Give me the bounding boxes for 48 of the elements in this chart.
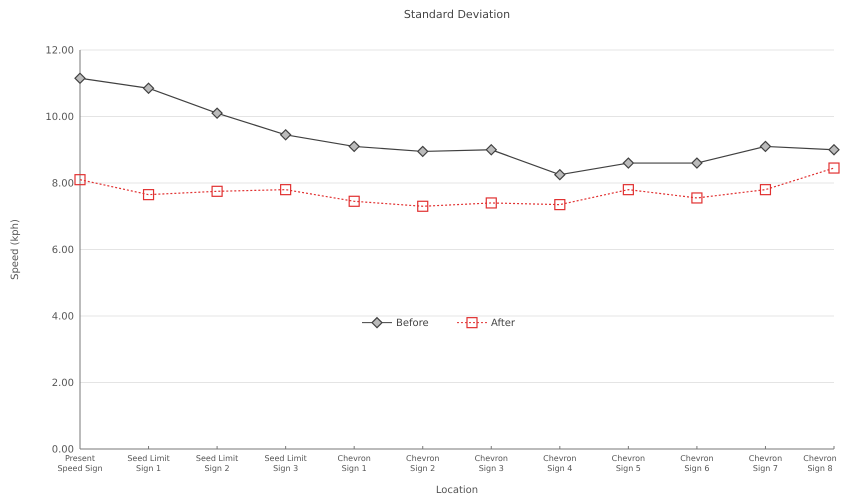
point — [760, 184, 772, 196]
point — [348, 140, 360, 152]
point — [486, 197, 497, 209]
x-tick-label: Chevron Sign 1 — [337, 454, 371, 473]
point — [554, 169, 566, 180]
y-tick-label: 6.00 — [52, 245, 74, 256]
y-tick-label: 0.00 — [52, 444, 74, 456]
point — [691, 157, 703, 169]
y-tick-label: 2.00 — [52, 378, 74, 389]
point — [280, 129, 292, 140]
legend-label: Before — [396, 318, 429, 330]
point — [691, 192, 703, 204]
y-tick-label: 12.00 — [45, 46, 74, 56]
point — [622, 184, 634, 196]
y-tick-label: 8.00 — [52, 178, 74, 190]
point — [211, 108, 223, 119]
point — [486, 144, 497, 156]
x-tick-label: Seed Limit Sign 1 — [127, 454, 170, 473]
y-tick-label: 4.00 — [52, 312, 74, 322]
x-tick-label: Seed Limit Sign 3 — [264, 454, 307, 473]
point — [554, 199, 566, 210]
x-tick-label: Chevron Sign 6 — [680, 454, 714, 473]
x-tick-label: Chevron Sign 7 — [748, 454, 782, 473]
point — [74, 174, 86, 186]
x-axis-title: Location — [436, 485, 478, 496]
x-tick-label: Chevron Sign 2 — [406, 454, 440, 473]
y-axis-title: Speed (kph) — [10, 219, 21, 280]
x-tick-label: Chevron Sign 8 — [803, 454, 837, 473]
y-tick-label: 10.00 — [45, 112, 74, 123]
x-tick-label: Present Speed Sign — [57, 454, 103, 473]
point — [760, 140, 772, 152]
point — [74, 72, 86, 84]
legend-label: After — [491, 318, 516, 330]
point — [828, 144, 840, 156]
x-tick-label: Seed Limit Sign 2 — [196, 454, 238, 473]
x-tick-label: Chevron Sign 5 — [612, 454, 646, 473]
point — [622, 157, 634, 169]
point — [142, 189, 154, 200]
chart-title: Standard Deviation — [404, 8, 510, 21]
x-tick-label: Chevron Sign 4 — [543, 454, 577, 473]
point — [417, 200, 428, 212]
point — [211, 186, 223, 197]
point — [828, 162, 840, 174]
point — [142, 82, 154, 94]
x-tick-label: Chevron Sign 3 — [474, 454, 508, 473]
point — [417, 146, 428, 158]
point — [348, 196, 360, 207]
point — [280, 184, 292, 196]
